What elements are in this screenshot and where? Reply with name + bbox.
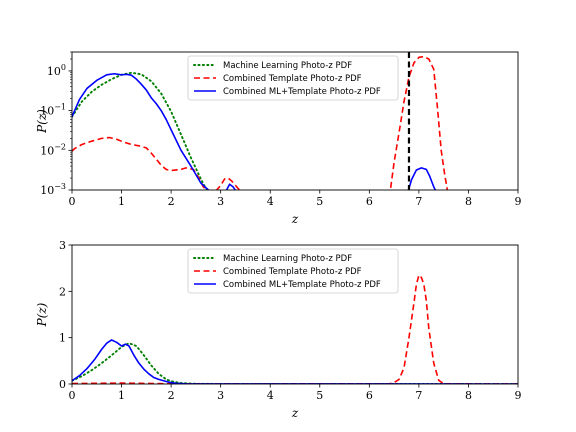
y-tick-label: 10−1 [40, 103, 66, 118]
y-tick-label: 2 [59, 285, 66, 298]
y-tick-label: 1 [59, 332, 66, 345]
legend-label-1: Combined Template Photo-z PDF [223, 267, 362, 277]
legend-label-2: Combined ML+Template Photo-z PDF [223, 280, 381, 290]
legend: Machine Learning Photo-z PDF Combined Tem… [187, 55, 399, 101]
x-tick-label: 4 [267, 389, 274, 402]
x-tick-label: 1 [118, 195, 125, 208]
y-tick-label: 3 [59, 239, 66, 252]
plot-frame [71, 51, 519, 191]
legend-label-0: Machine Learning Photo-z PDF [223, 61, 352, 71]
x-tick-label: 8 [465, 195, 472, 208]
x-tick-label: 0 [69, 195, 76, 208]
legend-label-1: Combined Template Photo-z PDF [223, 74, 362, 84]
x-tick-label: 6 [366, 389, 373, 402]
x-tick-label: 9 [515, 389, 522, 402]
x-tick-label: 3 [217, 389, 224, 402]
x-tick-label: 9 [515, 195, 522, 208]
series-line-2 [72, 72, 437, 190]
y-axis-label: P(z) [35, 109, 49, 134]
y-tick-label: 10−2 [40, 142, 66, 157]
x-tick-label: 2 [168, 195, 175, 208]
legend-box [187, 55, 399, 101]
x-tick-label: 5 [316, 389, 323, 402]
series-line-0 [72, 71, 212, 190]
x-tick-label: 7 [415, 195, 422, 208]
x-tick-label: 8 [465, 389, 472, 402]
x-tick-label: 1 [118, 389, 125, 402]
y-tick-label: 100 [47, 63, 66, 78]
y-axis-label: P(z) [35, 302, 49, 327]
series-group [72, 55, 449, 190]
x-axis-label: z [291, 406, 299, 420]
x-tick-label: 3 [217, 195, 224, 208]
x-tick-label: 2 [168, 389, 175, 402]
y-tick-label: 0 [59, 378, 66, 391]
series-line-2 [72, 339, 518, 384]
y-tick-label: 10−3 [40, 182, 66, 197]
x-tick-label: 0 [69, 389, 76, 402]
series-line-1 [72, 55, 449, 190]
x-tick-label: 4 [267, 195, 274, 208]
legend-box [187, 248, 399, 294]
x-tick-label: 7 [415, 389, 422, 402]
bottom-panel: 0 1 2 3 4 5 6 7 8 9 0 1 2 3 z P(z) Machine Learning Phot… [35, 239, 522, 420]
legend-label-0: Machine Learning Photo-z PDF [223, 254, 352, 264]
x-tick-label: 6 [366, 195, 373, 208]
legend-label-2: Combined ML+Template Photo-z PDF [223, 87, 381, 97]
x-axis-label: z [291, 212, 299, 226]
legend: Machine Learning Photo-z PDF Combined Tem… [187, 248, 399, 294]
top-panel: 0 1 2 3 4 5 6 7 8 9 10−3 10−2 10−1 100 z P(z) Machine Le… [35, 51, 522, 226]
plot-frame [71, 244, 519, 385]
x-tick-label: 5 [316, 195, 323, 208]
